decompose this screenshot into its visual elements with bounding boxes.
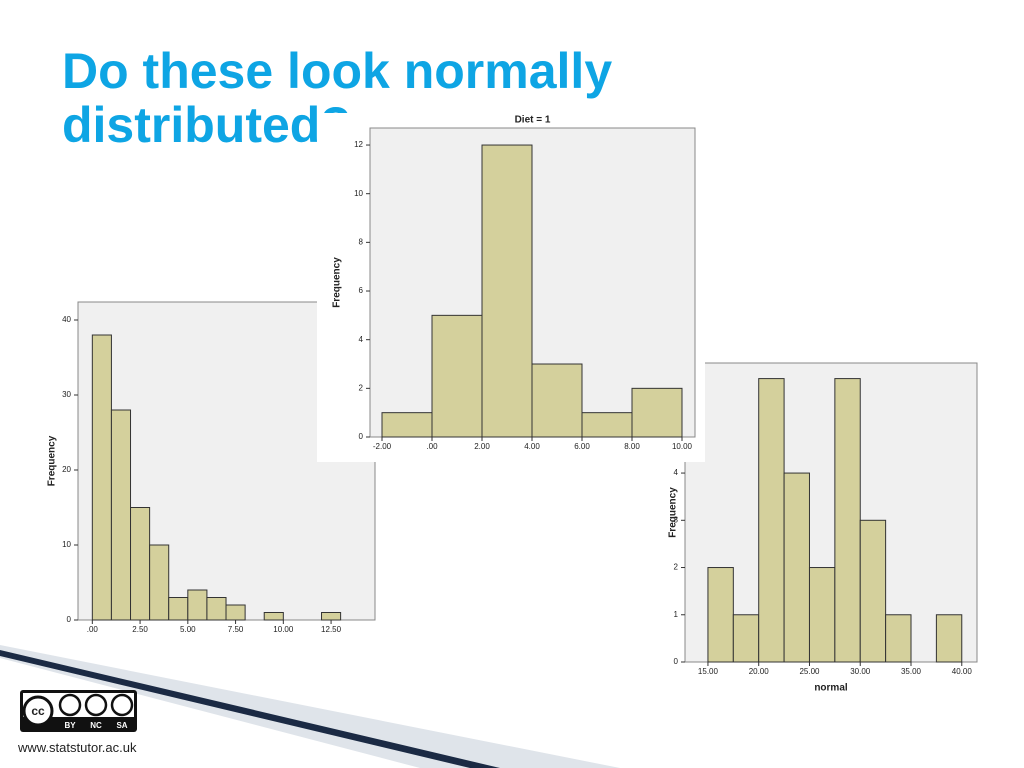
- x-tick-label: 2.50: [132, 625, 148, 634]
- y-tick-label: 0: [359, 432, 364, 441]
- y-axis-label: Frequency: [332, 257, 343, 308]
- bar: [225, 604, 246, 621]
- decor-line: [0, 650, 500, 768]
- x-tick-label: 4.00: [524, 442, 540, 451]
- bar: [431, 314, 483, 438]
- y-tick-label: 30: [62, 390, 71, 399]
- bar: [149, 544, 170, 621]
- x-tick-label: 6.00: [574, 442, 590, 451]
- x-tick-label: 30.00: [850, 667, 871, 676]
- bar: [263, 612, 284, 621]
- slide-title: Do these look normally distributed?: [62, 43, 613, 153]
- bar: [531, 363, 583, 438]
- decor-swoosh: [0, 645, 620, 768]
- y-tick-label: 10: [354, 189, 363, 198]
- license-sa: SA: [116, 721, 127, 730]
- y-tick-label: 12: [354, 140, 363, 149]
- license-nc: NC: [90, 721, 102, 730]
- y-tick-label: 3: [674, 515, 679, 524]
- bar: [783, 472, 810, 663]
- y-axis-label: Frequency: [47, 435, 58, 486]
- bar: [631, 387, 683, 438]
- histogram-chart: 0 1 2 3 4 15.00 20.00 25.00 30.00 35.00 40.00 Frequ…: [656, 362, 982, 700]
- x-tick-label: 12.50: [321, 625, 342, 634]
- bar: [206, 597, 227, 621]
- x-tick-label: 25.00: [799, 667, 820, 676]
- bar: [168, 597, 189, 621]
- chart-title: Diet = 1: [515, 115, 551, 126]
- footer-url: www.statstutor.ac.uk: [18, 740, 137, 755]
- x-tick-label: -2.00: [373, 442, 392, 451]
- y-axis-label: Frequency: [668, 487, 679, 538]
- y-tick-label: 0: [674, 657, 679, 666]
- bar: [808, 567, 836, 663]
- x-tick-label: 10.00: [273, 625, 294, 634]
- y-tick-label: 10: [62, 540, 71, 549]
- x-tick-label: 2.00: [474, 442, 490, 451]
- y-tick-label: 2: [674, 563, 679, 572]
- x-tick-label: 20.00: [749, 667, 770, 676]
- license-by: BY: [64, 721, 76, 730]
- y-tick-label: 4: [674, 468, 679, 477]
- x-tick-label: 7.50: [228, 625, 244, 634]
- y-tick-label: 6: [359, 286, 364, 295]
- x-tick-label: 15.00: [698, 667, 719, 676]
- bar: [732, 614, 760, 663]
- y-tick-label: 8: [359, 237, 364, 246]
- bar: [935, 614, 963, 663]
- bar: [110, 409, 132, 621]
- bar: [581, 412, 633, 438]
- x-tick-label: .00: [87, 625, 99, 634]
- x-tick-label: .00: [426, 442, 438, 451]
- y-tick-label: 40: [62, 315, 71, 324]
- bar: [885, 614, 912, 663]
- x-axis-label: normal: [814, 683, 848, 694]
- bar: [758, 378, 785, 663]
- y-tick-label: 0: [67, 615, 72, 624]
- y-tick-label: 2: [359, 383, 364, 392]
- bar: [91, 334, 112, 621]
- bar: [859, 519, 887, 663]
- bar: [381, 412, 433, 438]
- y-tick-label: 4: [359, 335, 364, 344]
- y-tick-label: 1: [674, 610, 679, 619]
- x-tick-label: 35.00: [901, 667, 922, 676]
- bar: [321, 612, 342, 621]
- x-tick-label: 10.00: [672, 442, 693, 451]
- bar: [130, 507, 151, 621]
- bar: [187, 589, 208, 621]
- x-tick-label: 5.00: [180, 625, 196, 634]
- bar: [834, 378, 861, 663]
- y-tick-label: 20: [62, 465, 71, 474]
- svg-text:cc: cc: [31, 704, 45, 718]
- license-badge: cc BY NC SA: [20, 690, 137, 732]
- bar: [481, 144, 533, 438]
- x-tick-label: 8.00: [624, 442, 640, 451]
- histogram-chart: 0 2 4 6 8 10 12 -2.00 .00 2.00 4.00 6.00 8.00 10.00 Fr…: [317, 113, 705, 462]
- x-tick-label: 40.00: [952, 667, 973, 676]
- bar: [707, 567, 734, 663]
